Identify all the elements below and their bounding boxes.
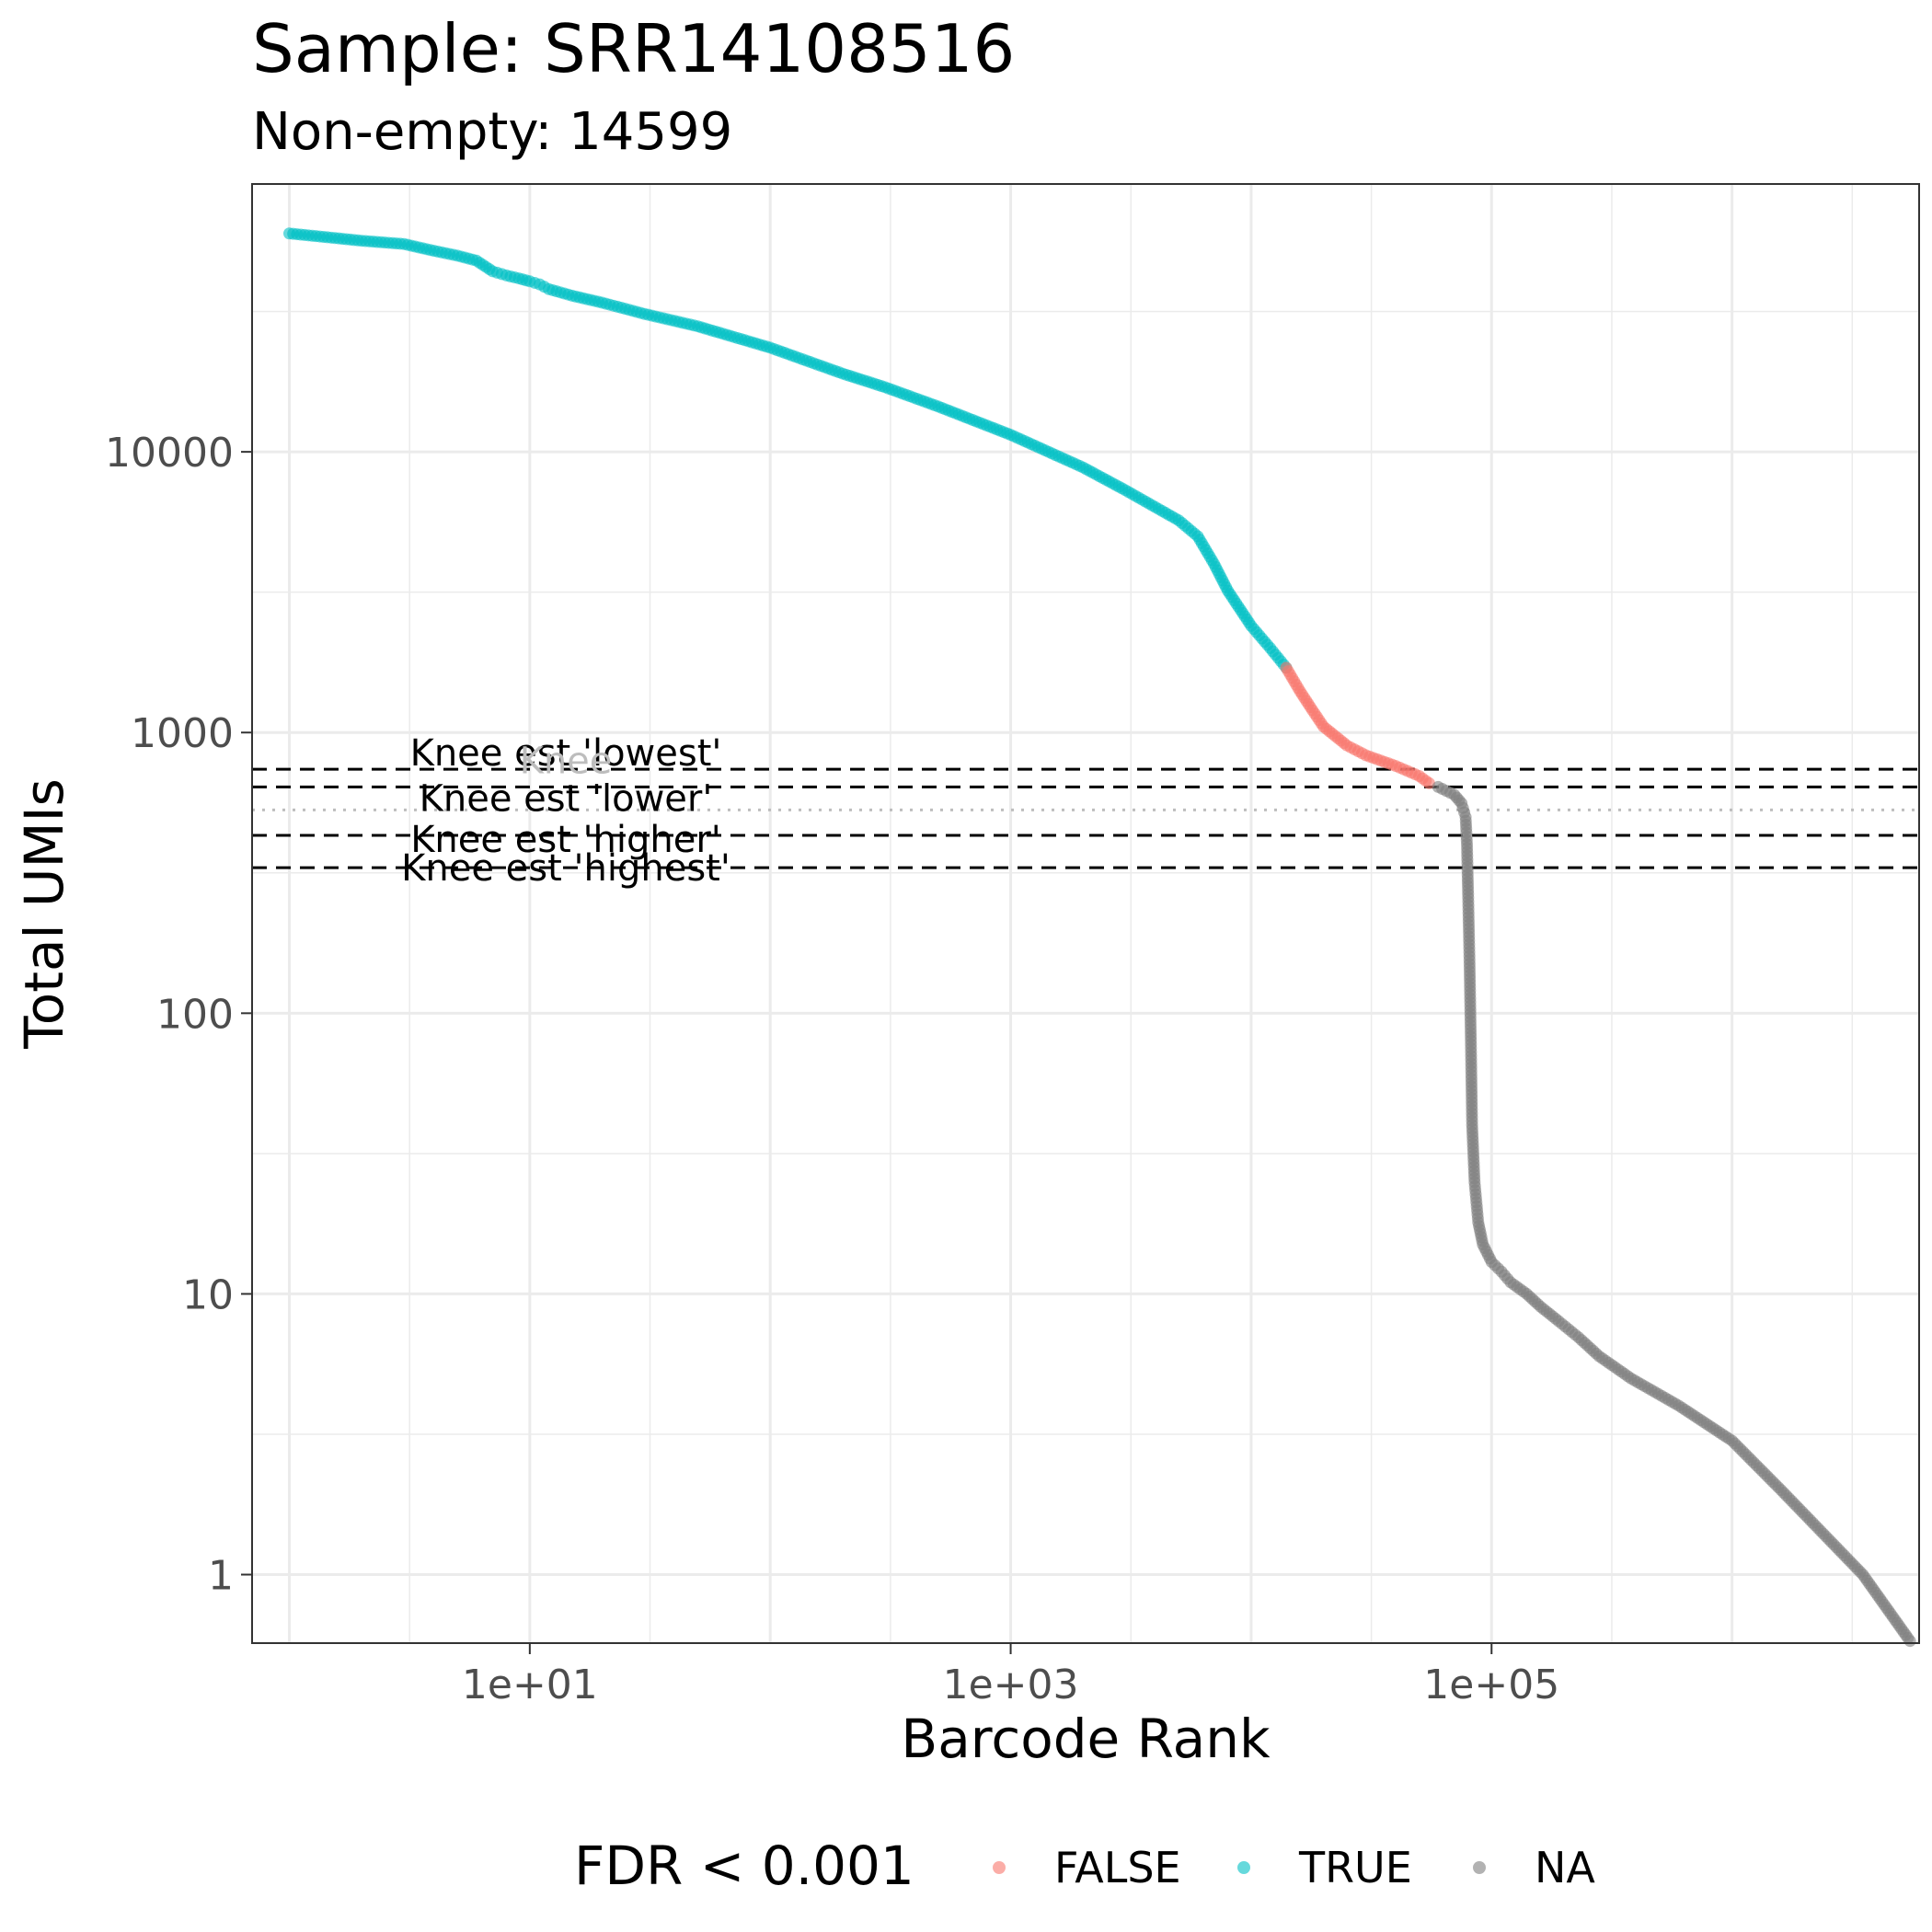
series-na: [1432, 780, 1916, 1648]
legend-title: FDR < 0.001: [574, 1834, 914, 1897]
y-tick-label: 10: [182, 1271, 234, 1318]
legend-label: TRUE: [1298, 1843, 1412, 1892]
legend-label: FALSE: [1054, 1843, 1181, 1892]
data-point: [1903, 1635, 1916, 1648]
y-axis: 1 10 100 1000 10000: [105, 430, 252, 1600]
knee-label: Knee: [520, 740, 613, 782]
x-axis-title: Barcode Rank: [901, 1708, 1271, 1770]
legend-entries: FALSE TRUE NA: [993, 1843, 1595, 1892]
x-tick-label: 1e+01: [462, 1662, 598, 1708]
knee-lines: [252, 767, 1919, 869]
legend-key: [1237, 1861, 1250, 1874]
knee-label: Knee est 'highest': [401, 847, 730, 890]
knee-label: Knee est 'lower': [420, 777, 713, 820]
x-axis: 1e+01 1e+03 1e+05: [462, 1643, 1559, 1708]
legend: FDR < 0.001 FALSE TRUE NA: [574, 1834, 1595, 1897]
grid-lines: [252, 184, 1919, 1643]
series-true: [282, 227, 1293, 674]
series-false: [1280, 661, 1435, 789]
y-tick-label: 100: [156, 991, 234, 1038]
y-axis-title: Total UMIs: [13, 778, 75, 1050]
data-points: [282, 227, 1916, 1648]
knee-label: Knee est 'lowest': [410, 732, 722, 775]
y-tick-label: 1000: [131, 710, 234, 757]
chart-subtitle: Non-empty: 14599: [252, 102, 732, 162]
plot-border: [251, 183, 1920, 1644]
plot-panel: [252, 184, 1919, 1643]
legend-entry-na: NA: [1473, 1843, 1595, 1892]
legend-entry-true: TRUE: [1237, 1843, 1412, 1892]
legend-key: [993, 1861, 1006, 1874]
legend-entry-false: FALSE: [993, 1843, 1181, 1892]
legend-label: NA: [1535, 1843, 1595, 1892]
y-tick-label: 10000: [105, 430, 234, 477]
x-tick-label: 1e+03: [943, 1662, 1079, 1708]
x-tick-label: 1e+05: [1423, 1662, 1559, 1708]
data-point: [1422, 776, 1435, 789]
chart-title: Sample: SRR14108516: [252, 10, 1015, 87]
knee-labels: Knee est 'lowest'Knee est 'lower'Knee Kne…: [401, 732, 730, 890]
legend-key: [1473, 1861, 1486, 1874]
knee-label: Knee est 'higher': [410, 819, 721, 861]
y-tick-label: 1: [208, 1553, 234, 1600]
